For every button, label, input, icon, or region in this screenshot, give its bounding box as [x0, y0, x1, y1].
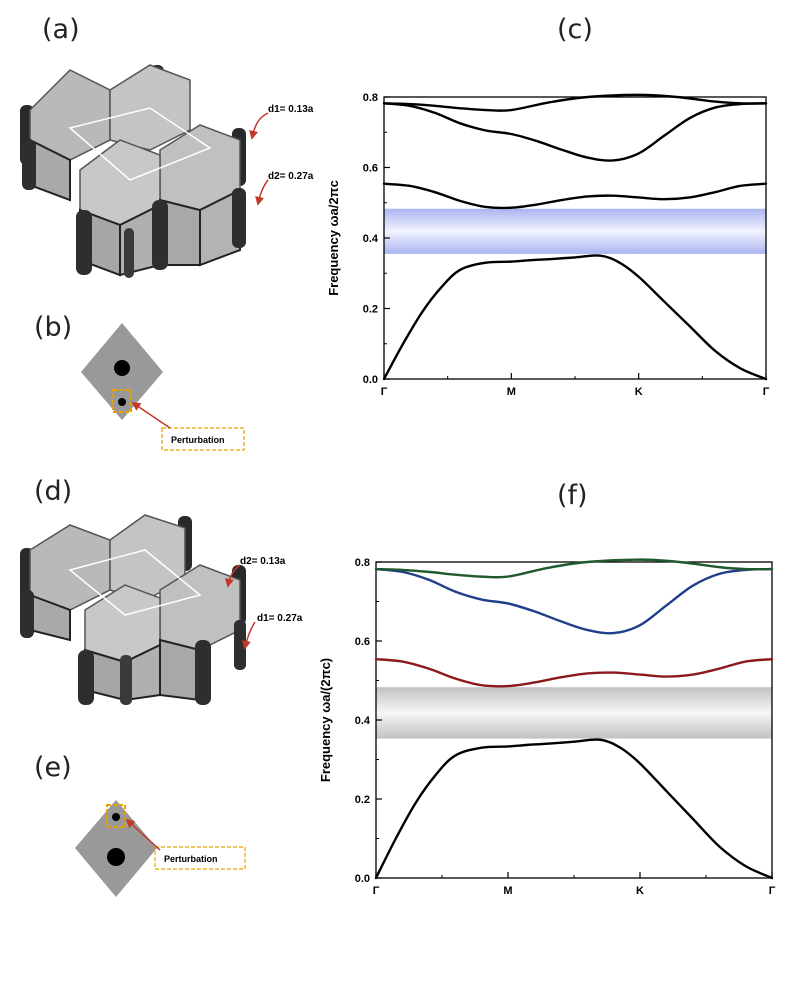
panel-label-b: (b) — [34, 312, 73, 343]
x-tick-label: M — [507, 386, 516, 398]
panel-label-a: (a) — [42, 14, 80, 45]
x-tick-label: M — [503, 885, 512, 897]
perturbation-callout-e: Perturbation — [164, 854, 218, 864]
unit-cell-diagram-b — [81, 323, 245, 451]
panel-label-f: (f) — [557, 480, 588, 511]
panel-label-d: (d) — [34, 476, 73, 507]
y-tick-label: 0.8 — [363, 92, 378, 104]
band-line-1 — [382, 254, 768, 381]
band-line-3 — [382, 102, 768, 162]
x-tick-label: Γ — [373, 885, 380, 897]
band-line-3 — [374, 567, 774, 635]
band-chart-f: 0.0 0.2 0.4 0.6 0.8 Γ M K Γ Frequency ωa/(2πc) — [318, 557, 776, 897]
label-d2-a: d2= 0.27a — [268, 171, 314, 182]
band-gap-region — [376, 687, 772, 739]
lattice-diagram-d — [20, 514, 256, 705]
y-tick-label: 0.0 — [355, 873, 370, 885]
panel-label-c: (c) — [557, 14, 593, 45]
y-axis-label: Frequency ωa/2πc — [326, 180, 341, 296]
perturbation-callout-b: Perturbation — [171, 435, 225, 445]
y-tick-label: 0.0 — [363, 374, 378, 386]
y-tick-label: 0.2 — [355, 794, 370, 806]
x-tick-label: K — [636, 885, 644, 897]
band-chart-c: 0.0 0.2 0.4 0.6 0.8 Γ M K Γ Frequency ωa/2πc — [326, 92, 770, 398]
x-tick-label: Γ — [769, 885, 776, 897]
band-line-2 — [382, 182, 768, 210]
y-tick-label: 0.6 — [355, 636, 370, 648]
unit-cell-diagram-e — [75, 800, 246, 897]
y-tick-label: 0.4 — [355, 715, 371, 727]
label-d1-d: d1= 0.27a — [257, 613, 303, 624]
band-line-2 — [374, 657, 774, 688]
y-tick-label: 0.8 — [355, 557, 370, 569]
y-axis-label: Frequency ωa/(2πc) — [318, 658, 333, 782]
band-gap-region — [384, 208, 766, 254]
x-tick-label: K — [635, 386, 643, 398]
y-tick-label: 0.2 — [363, 304, 378, 316]
lattice-diagram-a — [20, 64, 269, 278]
band-line-4 — [382, 93, 768, 112]
y-tick-label: 0.4 — [363, 233, 379, 245]
panel-label-e: (e) — [34, 752, 72, 783]
band-line-1 — [374, 738, 774, 880]
y-tick-label: 0.6 — [363, 163, 378, 175]
x-tick-label: Γ — [763, 386, 770, 398]
band-line-4 — [374, 558, 774, 579]
label-d1-a: d1= 0.13a — [268, 104, 314, 115]
x-tick-label: Γ — [381, 386, 388, 398]
label-d2-d: d2= 0.13a — [240, 556, 286, 567]
